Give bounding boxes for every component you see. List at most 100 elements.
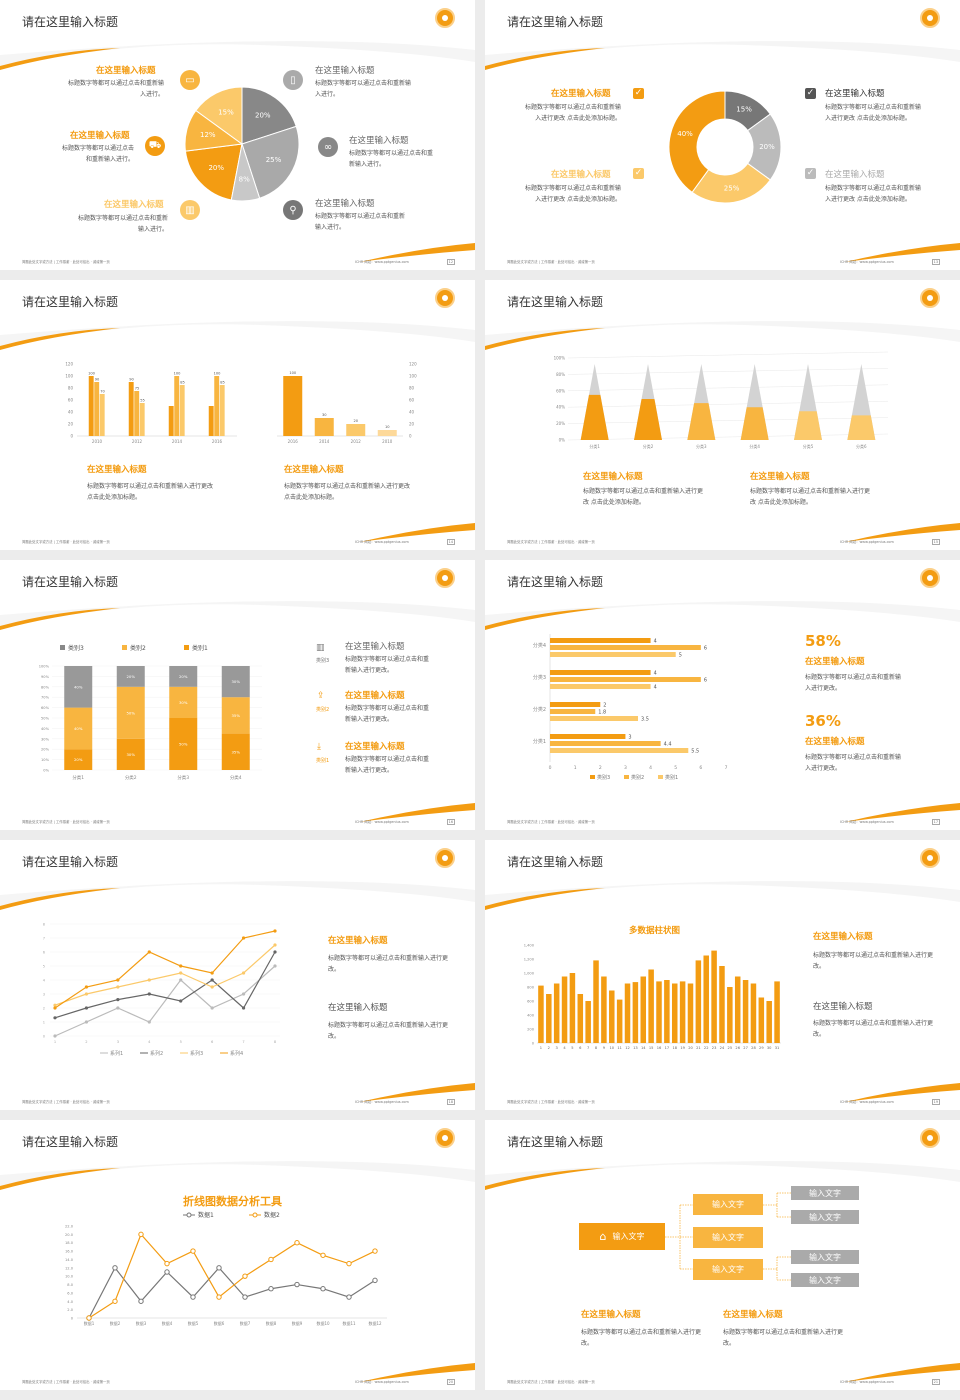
page-number: 20 — [446, 1379, 455, 1385]
series-line — [54, 930, 276, 1009]
bar — [538, 985, 544, 1043]
data-point — [147, 992, 151, 996]
item-text: 标题数字等都可以通过点击和重新输入进行更改。 — [345, 656, 430, 674]
bar — [377, 430, 397, 436]
bar — [640, 976, 647, 1043]
leaf-box: 输入文字 — [791, 1186, 859, 1200]
item-text: 标题数字等都可以通过点击和重新输入进行更改 点击此处添加标题。 — [284, 483, 411, 501]
bar — [550, 652, 676, 657]
x-tick-label: 2014 — [172, 439, 183, 444]
legend-label: 系列4 — [230, 1050, 243, 1057]
bar — [727, 987, 733, 1043]
data-point — [242, 1273, 248, 1279]
slice-label: 12% — [200, 131, 216, 139]
home-icon: ⌂ — [599, 1230, 607, 1243]
y-tick-label: 100 — [409, 374, 417, 379]
footer-left: 简题此处文字或方法 | 工作感谢 · 此处可给出 · 诚诚第一页 — [507, 260, 595, 264]
footer-left: 简题此处文字或方法 | 工作感谢 · 此处可给出 · 诚诚第一页 — [22, 1100, 110, 1104]
data-point — [84, 1020, 89, 1024]
data-label: 20 — [353, 419, 358, 423]
slide-17: 请在这里输入标题 0 1 2 3 4 5 6 7 分类1 3 4.4 5.5 分类2 2 1.8 3.5 分类3… — [485, 560, 960, 830]
data-label: 20% — [179, 674, 188, 679]
item-title: 在这里输入标题 — [315, 199, 375, 209]
data-label: 2 — [603, 703, 606, 709]
x-tick-label: 0 — [549, 765, 552, 771]
x-tick-label: 数据8 — [266, 1320, 277, 1326]
bar-segment — [169, 718, 198, 770]
bar — [609, 990, 615, 1043]
data-label: 5.5 — [691, 749, 699, 755]
x-tick-label: 8 — [595, 1046, 598, 1050]
x-tick-label: 1 — [574, 765, 577, 771]
legend-marker — [252, 1212, 258, 1218]
bar — [750, 983, 757, 1043]
x-tick-label: 16 — [657, 1046, 662, 1050]
data-label: 10 — [385, 425, 390, 429]
item-text: 标题数字等都可以通过点击和重新输入进行更改。 — [805, 754, 902, 772]
data-label: 4 — [654, 639, 657, 645]
bar — [719, 966, 725, 1043]
logo-icon — [435, 848, 455, 868]
legend-label: 类别2 — [130, 644, 146, 652]
slide-decoration — [0, 41, 475, 262]
footer-left: 简题此处文字或方法 | 工作感谢 · 此处可给出 · 诚诚第一页 — [22, 1380, 110, 1384]
x-tick-label: 分类4 — [749, 443, 760, 449]
item-text: 标题数字等都可以通过点击和重新输入进行。 — [349, 150, 434, 168]
data-point — [320, 1286, 326, 1292]
legend-label: 类别1 — [665, 774, 678, 781]
page-number: 12 — [446, 259, 455, 265]
slide-title: 请在这里输入标题 — [507, 1135, 604, 1149]
slide-title: 请在这里输入标题 — [507, 855, 604, 869]
bar — [632, 982, 639, 1043]
logo-icon — [435, 288, 455, 308]
y-tick-label: 50% — [41, 717, 50, 721]
bar — [711, 950, 717, 1043]
data-point — [179, 971, 183, 975]
download-icon: ⤓ — [317, 742, 321, 752]
mid-box: 输入文字 — [693, 1227, 763, 1248]
item-text: 标题数字等都可以通过点击和重新输入进行更改。 — [723, 1329, 844, 1347]
bar-segment — [169, 686, 198, 718]
bar — [550, 716, 638, 721]
x-tick-label: 28 — [751, 1046, 756, 1050]
x-tick-label: 2 — [85, 1040, 87, 1044]
item-title: 在这里输入标题 — [345, 691, 405, 701]
item-title: 在这里输入标题 — [813, 932, 873, 942]
x-tick-label: 分类3 — [696, 443, 707, 449]
data-point — [268, 1286, 274, 1292]
data-label: 90 — [95, 378, 100, 382]
chart-title: 多数据柱状图 — [629, 926, 681, 936]
data-point — [112, 1298, 118, 1304]
x-tick-label: 27 — [743, 1046, 748, 1050]
page-number: 13 — [931, 259, 940, 265]
slice-label: 20% — [759, 143, 775, 151]
footer-left: 简题此处文字或方法 | 工作感谢 · 此处可给出 · 诚诚第一页 — [507, 540, 595, 544]
data-label: 50% — [127, 710, 136, 715]
legend-label: 类别1 — [192, 644, 208, 652]
mid-box: 输入文字 — [693, 1259, 763, 1280]
pie-slice — [195, 86, 243, 145]
stat-percent: 36% — [805, 712, 841, 730]
bar-segment — [169, 666, 198, 687]
y-tick-label: 60 — [68, 398, 74, 403]
x-tick-label: 17 — [665, 1046, 670, 1050]
donut-chart: 15% 20% 25% 40% — [668, 90, 782, 204]
y-tick-label: 20 — [68, 422, 74, 427]
bar-segment — [116, 666, 145, 687]
bar-segment — [64, 707, 93, 750]
item-text: 标题数字等都可以通过点击和重新输入进行更改。 — [328, 1022, 449, 1040]
y-tick-label: 1 — [43, 1021, 45, 1025]
x-tick-label: 6 — [211, 1040, 214, 1044]
bicycle-icon: ⚲ — [283, 200, 303, 220]
bar — [168, 406, 174, 436]
y-tick-label: 100 — [65, 374, 73, 379]
bar-segment — [221, 666, 250, 698]
bar-segment — [116, 738, 145, 770]
y-tick-label: 40% — [41, 727, 50, 731]
x-tick-label: 分类2 — [643, 443, 654, 449]
data-label: 100 — [289, 371, 297, 375]
x-tick-label: 23 — [712, 1046, 717, 1050]
x-tick-label: 数据10 — [316, 1320, 330, 1326]
data-label: 30% — [179, 700, 188, 705]
